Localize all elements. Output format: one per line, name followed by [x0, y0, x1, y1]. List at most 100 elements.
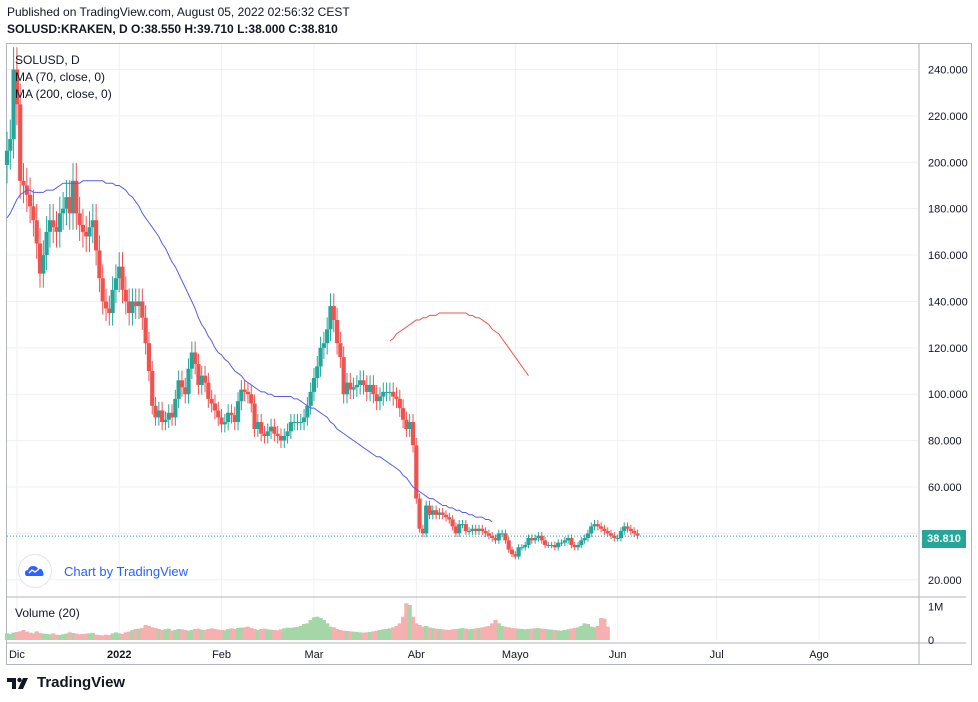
candle-body — [467, 531, 472, 533]
chart-by-tradingview-badge[interactable]: Chart by TradingView — [18, 554, 188, 588]
candle-body — [123, 289, 128, 302]
candle-body — [31, 206, 36, 221]
volume-bar — [24, 631, 29, 640]
candle-body — [556, 542, 561, 548]
volume-bar — [265, 629, 270, 640]
y-tick-label: 180.000 — [928, 204, 968, 216]
candle-body — [74, 180, 79, 214]
volume-bar — [232, 629, 237, 640]
volume-bar — [367, 632, 373, 640]
volume-bar — [222, 630, 227, 640]
volume-bar — [84, 633, 89, 640]
candle-body — [509, 549, 515, 555]
volume-bar — [562, 630, 567, 640]
volume-bar — [351, 631, 356, 640]
candle-body — [506, 540, 511, 550]
candle-body — [169, 412, 175, 418]
volume-bar — [61, 634, 66, 640]
candle-body — [288, 422, 293, 432]
volume-bar — [34, 631, 39, 640]
candle-body — [579, 540, 584, 545]
volume-bar — [344, 631, 350, 640]
volume-bar — [513, 628, 518, 640]
last-price-label: 38.810 — [922, 530, 966, 548]
candle-body — [328, 306, 333, 330]
volume-bar — [414, 623, 419, 640]
volume-bar — [47, 634, 53, 640]
candle-body — [84, 231, 89, 237]
candle-body — [90, 220, 95, 228]
candle-body — [476, 528, 482, 532]
volume-bar — [87, 633, 92, 640]
x-tick-label: Mayo — [502, 649, 529, 661]
candle-body — [252, 403, 257, 430]
candle-body — [308, 391, 313, 406]
volume-bar — [107, 635, 112, 640]
volume-bar — [169, 630, 175, 640]
y-tick-label: 60.000 — [928, 482, 962, 494]
volume-bar — [143, 625, 148, 640]
candle-body — [216, 410, 221, 418]
volume-bar — [331, 627, 336, 640]
candle-body — [196, 364, 201, 385]
candle-body — [67, 197, 72, 214]
x-tick-label: Jun — [609, 649, 627, 661]
volume-bar — [602, 618, 607, 640]
volume-bar — [433, 628, 439, 640]
volume-bar — [311, 617, 317, 640]
volume-bar — [384, 629, 389, 640]
candle-body — [374, 394, 379, 402]
footer-brand[interactable]: TradingView — [7, 674, 125, 691]
candle-body — [608, 533, 614, 536]
volume-bar — [595, 626, 600, 640]
volume-bar — [41, 633, 46, 640]
candle-body — [364, 384, 369, 392]
volume-bar — [245, 626, 251, 640]
candle-body — [384, 391, 389, 393]
candle-body — [463, 524, 468, 532]
candle-body — [427, 505, 432, 515]
volume-bar — [417, 625, 422, 640]
y-tick-label: 80.000 — [928, 436, 962, 448]
volume-bar — [404, 603, 409, 640]
candle-body — [562, 540, 567, 543]
candle-body — [100, 278, 105, 302]
volume-bar — [354, 632, 359, 640]
candle-body — [440, 512, 445, 515]
candle-body — [249, 394, 254, 404]
volume-bar — [80, 634, 86, 640]
candle-body — [305, 405, 310, 418]
volume-bar — [110, 633, 115, 640]
candle-body — [8, 139, 13, 151]
volume-bar — [556, 630, 561, 640]
volume-bar — [516, 628, 521, 640]
volume-bar — [295, 627, 300, 640]
candle-body — [212, 403, 218, 411]
candle-body — [202, 375, 208, 383]
volume-bar — [100, 635, 105, 640]
volume-bar — [37, 633, 43, 640]
volume-bar — [420, 626, 425, 640]
candle-body — [519, 547, 525, 549]
legend-symbol: SOLUSD, D — [15, 53, 80, 67]
volume-bar — [292, 627, 297, 640]
y-tick-label: 220.000 — [928, 111, 968, 123]
volume-bar — [130, 630, 135, 640]
volume-bar — [301, 624, 307, 640]
volume-bar — [582, 623, 587, 640]
candle-body — [341, 357, 346, 395]
volume-bar — [559, 630, 564, 640]
x-tick-label: Abr — [408, 649, 425, 661]
volume-bar — [31, 633, 36, 640]
x-tick-label: Ago — [809, 649, 829, 661]
volume-bar — [470, 629, 475, 640]
volume-bar — [506, 627, 511, 640]
volume-bar — [424, 626, 429, 640]
volume-bar — [546, 629, 551, 640]
volume-bar — [486, 626, 492, 640]
volume-bar — [179, 629, 185, 640]
candle-body — [242, 389, 247, 392]
volume-bar — [519, 629, 525, 640]
candle-body — [605, 531, 610, 534]
